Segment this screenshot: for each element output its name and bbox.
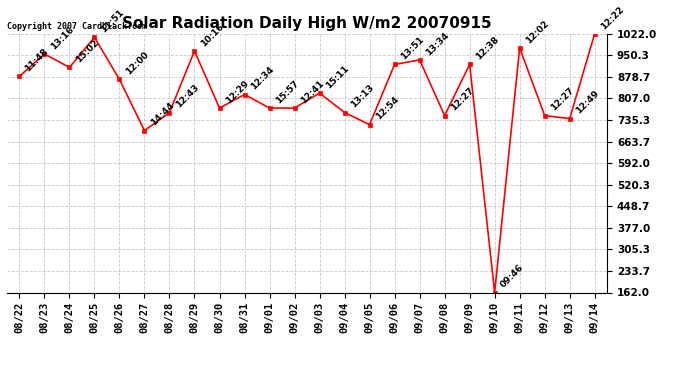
- Text: 13:13: 13:13: [348, 83, 375, 110]
- Text: Copyright 2007 Cardblack.com: Copyright 2007 Cardblack.com: [7, 22, 147, 31]
- Text: 12:29: 12:29: [224, 79, 250, 105]
- Text: 13:34: 13:34: [424, 30, 451, 57]
- Title: Solar Radiation Daily High W/m2 20070915: Solar Radiation Daily High W/m2 20070915: [122, 16, 492, 31]
- Text: 12:43: 12:43: [174, 83, 200, 110]
- Text: 12:27: 12:27: [549, 86, 575, 113]
- Text: 11:48: 11:48: [23, 47, 50, 74]
- Text: 12:02: 12:02: [524, 19, 551, 45]
- Text: 13:16: 13:16: [48, 24, 75, 51]
- Text: 12:41: 12:41: [299, 79, 326, 105]
- Text: 10:16: 10:16: [199, 22, 225, 48]
- Text: 12:54: 12:54: [374, 95, 400, 122]
- Text: 11:51: 11:51: [99, 8, 125, 34]
- Text: 09:46: 09:46: [499, 263, 526, 290]
- Text: 15:02: 15:02: [74, 38, 100, 64]
- Text: 12:49: 12:49: [574, 89, 600, 116]
- Text: 12:22: 12:22: [599, 4, 625, 31]
- Text: 12:38: 12:38: [474, 35, 500, 62]
- Text: 12:00: 12:00: [124, 50, 150, 77]
- Text: 12:27: 12:27: [448, 86, 475, 113]
- Text: 12:34: 12:34: [248, 65, 275, 92]
- Text: 15:57: 15:57: [274, 79, 300, 105]
- Text: 13:51: 13:51: [399, 35, 425, 62]
- Text: 15:11: 15:11: [324, 64, 351, 90]
- Text: 14:44: 14:44: [148, 101, 175, 128]
